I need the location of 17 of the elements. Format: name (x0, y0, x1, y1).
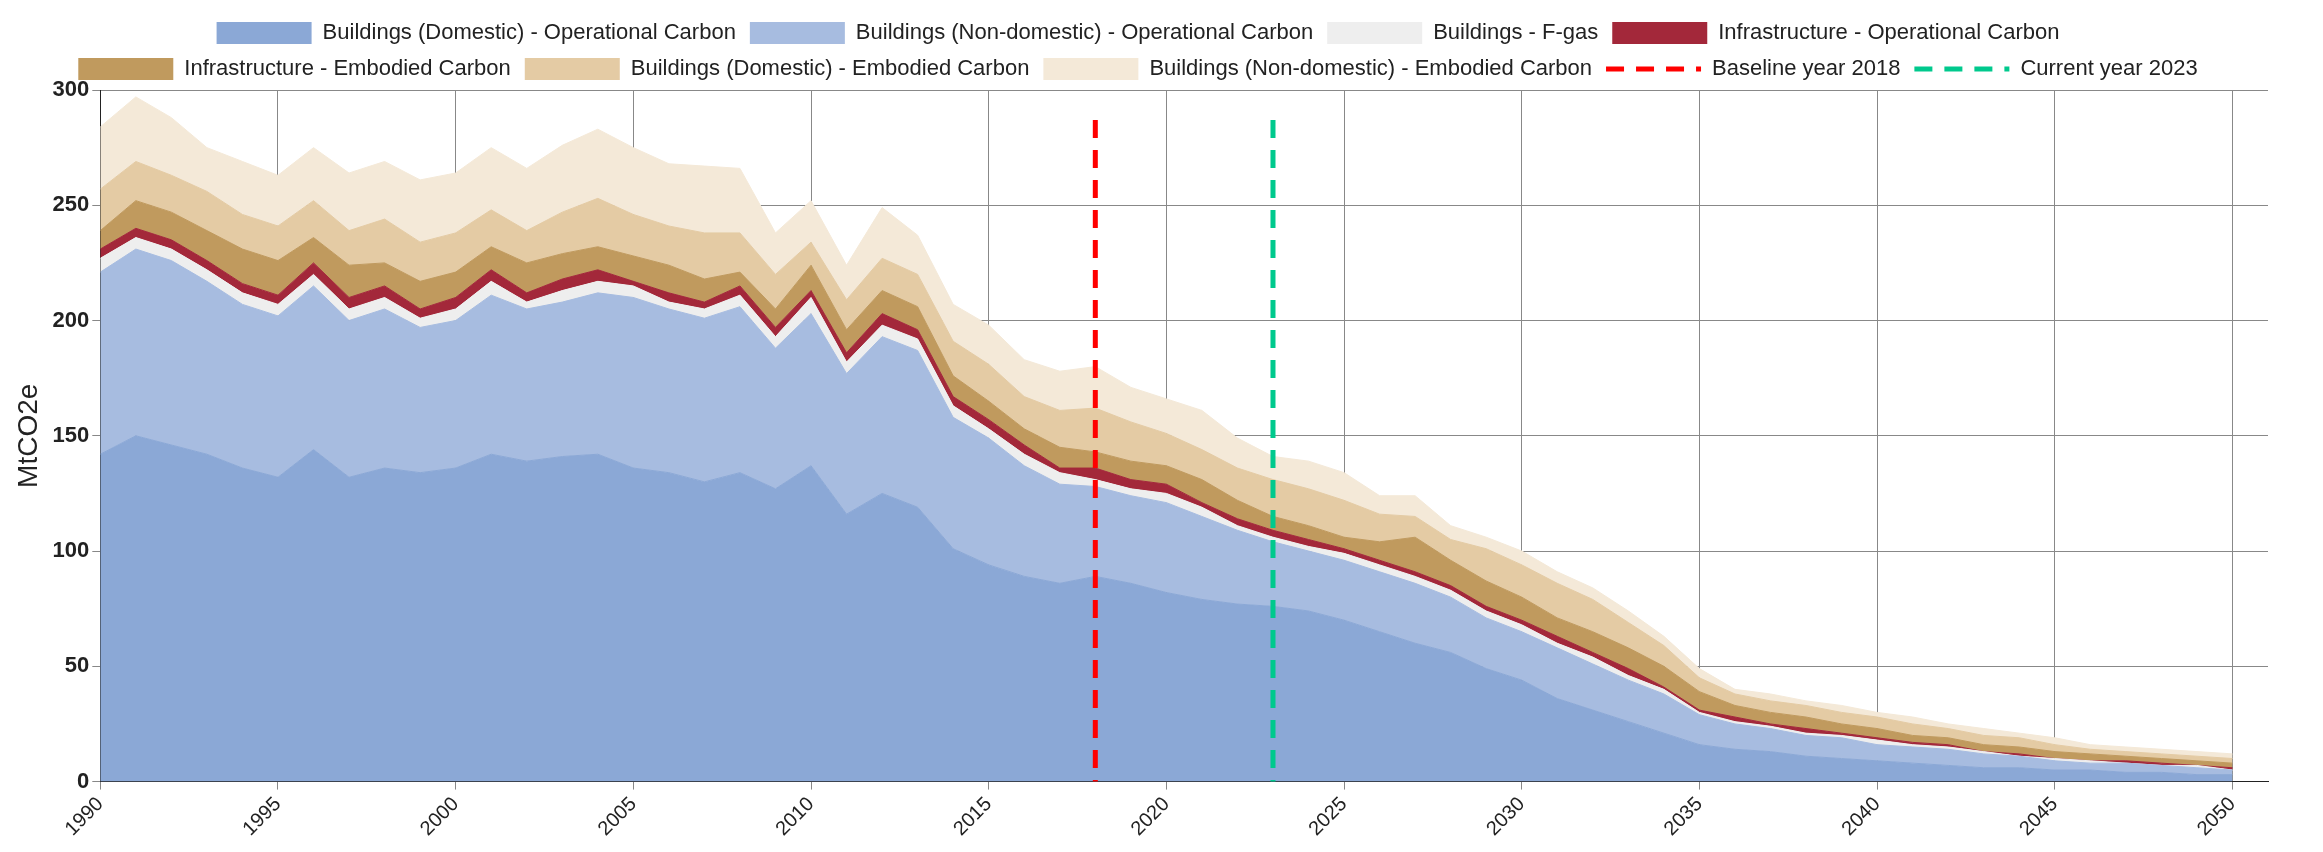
y-tick-label: 200 (52, 306, 90, 332)
legend-label: Buildings (Domestic) - Embodied Carbon (630, 55, 1030, 81)
y-tick-label: 250 (52, 191, 90, 217)
legend-label: Buildings - F-gas (1433, 19, 1599, 45)
legend-label: Baseline year 2018 (1712, 55, 1901, 81)
y-tick-label: 50 (64, 652, 90, 678)
y-tick-label: 100 (52, 537, 90, 563)
legend-label: Buildings (Domestic) - Operational Carbon (322, 19, 736, 45)
y-tick-label: 300 (52, 76, 90, 102)
y-tick-label: 150 (52, 421, 90, 447)
legend-label: Infrastructure - Operational Carbon (1718, 19, 2060, 45)
legend-label: Buildings (Non-domestic) - Operational Carbon (855, 19, 1314, 45)
y-axis-title: MtCO2e (11, 383, 43, 488)
y-tick-label: 0 (77, 767, 90, 793)
legend-label: Current year 2023 (2020, 55, 2198, 81)
legend-label: Buildings (Non-domestic) - Embodied Carbon (1149, 55, 1593, 81)
legend-label: Infrastructure - Embodied Carbon (184, 55, 511, 81)
